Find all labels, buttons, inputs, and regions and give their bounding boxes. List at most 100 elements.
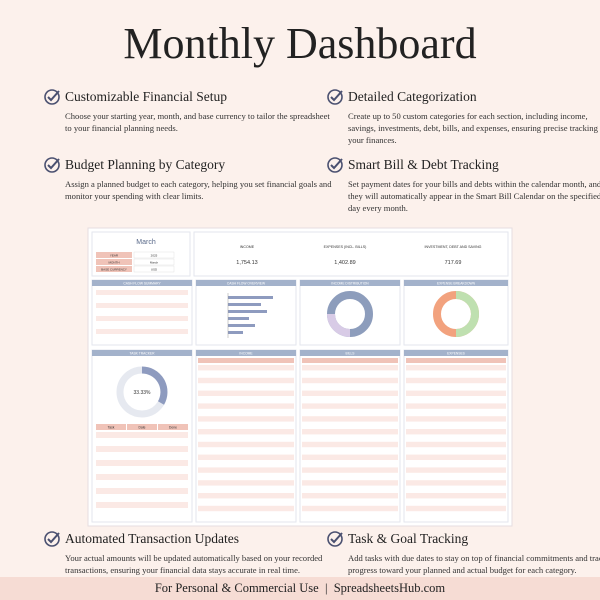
task-col-cell <box>96 424 126 430</box>
panel-header <box>300 350 400 356</box>
table-row <box>302 397 398 403</box>
table-row <box>406 435 506 441</box>
table-row <box>406 473 506 480</box>
table-row <box>198 371 294 377</box>
table-row <box>406 371 506 377</box>
task-row <box>96 495 188 501</box>
table-row <box>198 397 294 403</box>
setting-label-cell <box>96 259 132 265</box>
task-progress: 33.33% <box>134 390 152 396</box>
task-row <box>96 474 188 480</box>
feature-text: Set payment dates for your bills and deb… <box>348 179 600 213</box>
table-row <box>302 461 398 467</box>
kpi-card <box>193 231 509 277</box>
check-icon <box>44 89 60 105</box>
overview-bar <box>228 324 255 327</box>
table-row <box>406 422 506 428</box>
feature-text: Add tasks with due dates to stay on top … <box>348 553 600 575</box>
footer: For Personal & Commercial Use | Spreadsh… <box>0 577 600 600</box>
table-row <box>302 384 398 390</box>
task-row <box>96 502 188 508</box>
table-row <box>406 416 506 422</box>
check-icon <box>327 157 343 173</box>
table-row <box>406 377 506 384</box>
summary-row <box>96 309 188 315</box>
overview-bar <box>228 303 261 306</box>
table-row <box>406 384 506 390</box>
table-row <box>302 441 398 448</box>
table-row <box>198 365 294 371</box>
expense-donut-seg <box>455 291 480 337</box>
table-row <box>302 377 398 384</box>
table-row <box>198 486 294 492</box>
table-row <box>406 397 506 403</box>
panel-title: EXPENSE BREAKDOWN <box>437 281 476 285</box>
summary-row <box>96 322 188 328</box>
feature-text: Assign a planned budget to each category… <box>65 179 332 201</box>
summary-row <box>96 303 188 308</box>
check-icon <box>327 531 343 547</box>
table-row <box>198 461 294 467</box>
feature-heading: Detailed Categorization <box>348 89 477 104</box>
task-row <box>96 439 188 445</box>
table-row <box>302 473 398 480</box>
panel-title: BILLS <box>346 351 356 355</box>
table-row <box>302 486 398 492</box>
table-row <box>198 416 294 422</box>
setting-label-cell <box>96 266 132 272</box>
table-row <box>198 377 294 384</box>
table-row <box>302 435 398 441</box>
setting-value: 2025 <box>151 254 158 258</box>
feature-text: Choose your starting year, month, and ba… <box>65 111 330 133</box>
panel-title: INCOME <box>239 351 253 355</box>
task-row <box>96 488 188 494</box>
table-row <box>406 499 506 505</box>
feature-heading: Smart Bill & Debt Tracking <box>348 157 499 172</box>
table-row <box>302 448 398 454</box>
panel-title: CASH FLOW OVERVIEW <box>227 281 266 285</box>
setting-label-cell <box>96 252 132 258</box>
feature-text: Your actual amounts will be updated auto… <box>65 553 323 575</box>
task-col-cell <box>127 424 157 430</box>
task-column: Task <box>108 426 115 430</box>
task-row <box>96 460 188 466</box>
check-icon <box>44 157 60 173</box>
table-row <box>406 454 506 460</box>
setting-label: BASE CURRENCY <box>101 268 127 272</box>
kpi-value: 1,402.89 <box>334 260 355 266</box>
overview-bar <box>228 331 243 334</box>
table-row <box>302 429 398 435</box>
table-head <box>406 358 506 363</box>
feature-heading: Task & Goal Tracking <box>348 531 469 546</box>
table-row <box>406 441 506 448</box>
table-row <box>198 422 294 428</box>
setting-value: USD <box>151 268 158 272</box>
table-row <box>406 429 506 435</box>
kpi-label: INCOME <box>240 245 255 249</box>
table-row <box>198 512 294 518</box>
table-row <box>198 448 294 454</box>
table-row <box>302 416 398 422</box>
setting-label: YEAR <box>110 254 119 258</box>
table-row <box>302 371 398 377</box>
panel-header <box>92 280 192 286</box>
task-row <box>96 481 188 487</box>
summary-row <box>96 329 188 334</box>
table-row <box>302 422 398 428</box>
overview-bar <box>228 317 249 320</box>
panel-header <box>196 280 296 286</box>
task-row <box>96 453 188 459</box>
table-row <box>406 486 506 492</box>
table-row <box>198 435 294 441</box>
table-row <box>406 365 506 371</box>
table-row <box>198 454 294 460</box>
check-icon <box>327 89 343 105</box>
table-row <box>406 505 506 512</box>
setting-value-cell <box>133 265 175 273</box>
panel-title: TASK TRACKER <box>130 351 156 355</box>
table-row <box>406 461 506 467</box>
summary-row <box>96 335 188 341</box>
task-col-cell <box>158 424 188 430</box>
task-row <box>96 467 188 473</box>
